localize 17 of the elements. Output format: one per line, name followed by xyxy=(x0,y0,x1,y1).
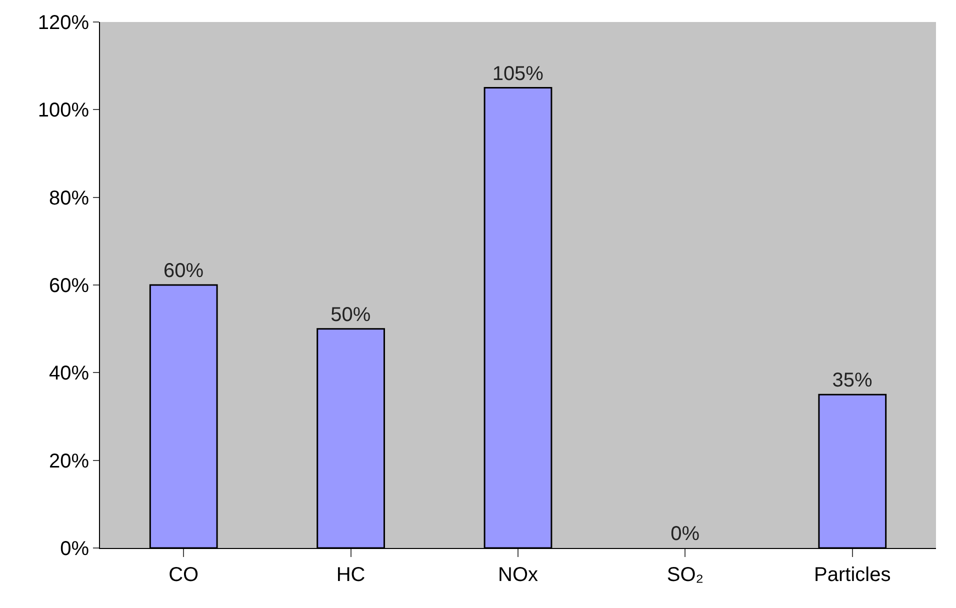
data-label: 35% xyxy=(832,370,873,392)
x-tick-label: HC xyxy=(336,564,366,586)
y-tick-label: 0% xyxy=(60,538,90,560)
data-label: 60% xyxy=(163,260,204,282)
y-tick-label: 20% xyxy=(48,450,90,472)
x-tick-label: Particles xyxy=(814,564,891,586)
y-tick-label: 100% xyxy=(38,100,90,122)
y-tick-label: 40% xyxy=(48,362,90,385)
y-tick-label: 120% xyxy=(38,12,90,34)
x-tick-label: SO₂ xyxy=(666,564,704,586)
y-tick-label: 60% xyxy=(48,275,90,297)
y-tick-label: 80% xyxy=(48,187,90,210)
data-label: 0% xyxy=(670,523,700,545)
data-label: 105% xyxy=(492,62,544,85)
data-label: 50% xyxy=(330,304,371,326)
x-tick-label: CO xyxy=(168,564,199,586)
x-tick-label: NOx xyxy=(498,564,538,586)
